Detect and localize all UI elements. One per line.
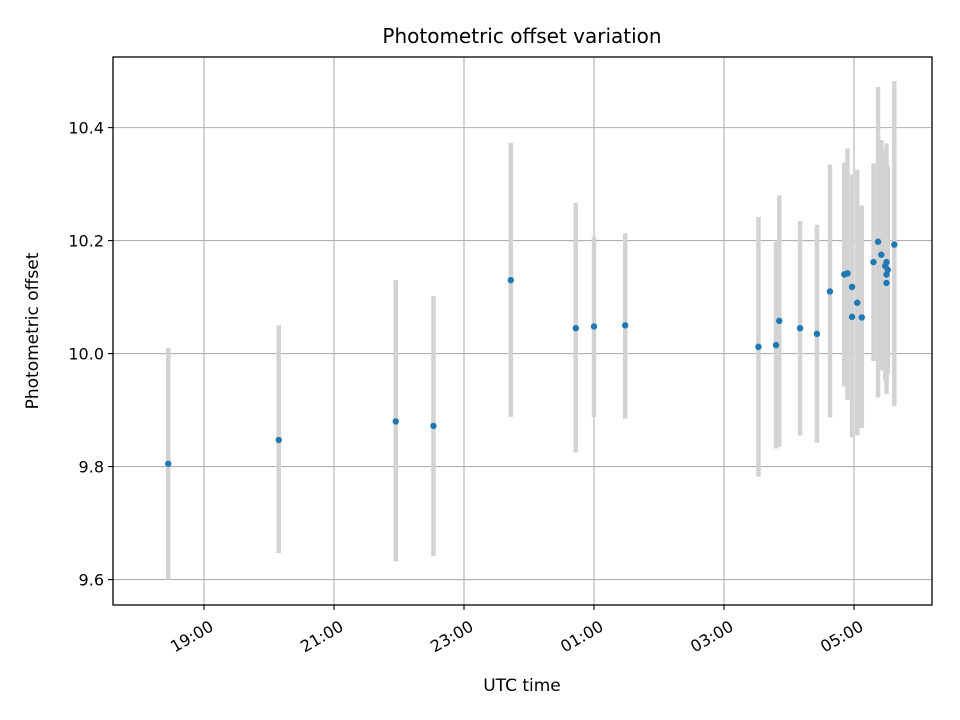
data-point — [275, 436, 282, 444]
data-point — [572, 324, 579, 332]
data-point — [883, 258, 890, 266]
x-tick-label: 23:00 — [427, 617, 476, 657]
data-point — [507, 276, 514, 284]
data-point — [874, 238, 882, 245]
data-point — [844, 270, 851, 277]
data-point — [854, 299, 861, 306]
data-point — [813, 330, 821, 338]
data-point — [878, 251, 885, 258]
y-tick-label: 10.4 — [68, 119, 104, 138]
data-point — [848, 313, 856, 321]
data-point — [891, 241, 898, 248]
data-point — [165, 460, 172, 467]
y-tick-label: 10.2 — [68, 232, 104, 251]
data-point — [848, 283, 856, 291]
data-point — [884, 266, 891, 274]
y-tick-label: 9.6 — [79, 571, 104, 590]
data-point — [883, 279, 890, 287]
y-tick-label: 9.8 — [79, 458, 104, 477]
data-point — [430, 422, 437, 430]
x-axis-ticks: 19:00 21:00 23:00 01:00 03:00 05:00 — [167, 605, 867, 657]
y-axis-ticks: 9.6 9.8 10.0 10.2 10.4 — [68, 119, 113, 590]
data-points — [165, 238, 898, 467]
data-point — [772, 341, 780, 349]
data-point — [755, 343, 762, 351]
data-point — [858, 314, 865, 321]
x-tick-label: 01:00 — [557, 617, 606, 657]
data-point — [622, 322, 629, 329]
y-tick-label: 10.0 — [68, 345, 104, 364]
x-axis-label: UTC time — [483, 676, 561, 696]
x-tick-label: 05:00 — [817, 617, 866, 657]
y-axis-label: Photometric offset — [23, 252, 43, 409]
data-point — [796, 324, 804, 332]
data-point — [590, 323, 598, 330]
plot-frame — [112, 56, 933, 606]
error-bars — [166, 81, 897, 580]
x-tick-label: 21:00 — [297, 617, 346, 657]
chart-title: Photometric offset variation — [382, 24, 661, 48]
data-point — [392, 418, 399, 425]
data-point — [870, 258, 877, 266]
data-point — [776, 317, 783, 325]
x-tick-label: 03:00 — [687, 617, 736, 657]
grid-lines — [113, 57, 932, 605]
x-tick-label: 19:00 — [167, 617, 216, 657]
data-point — [826, 288, 834, 295]
